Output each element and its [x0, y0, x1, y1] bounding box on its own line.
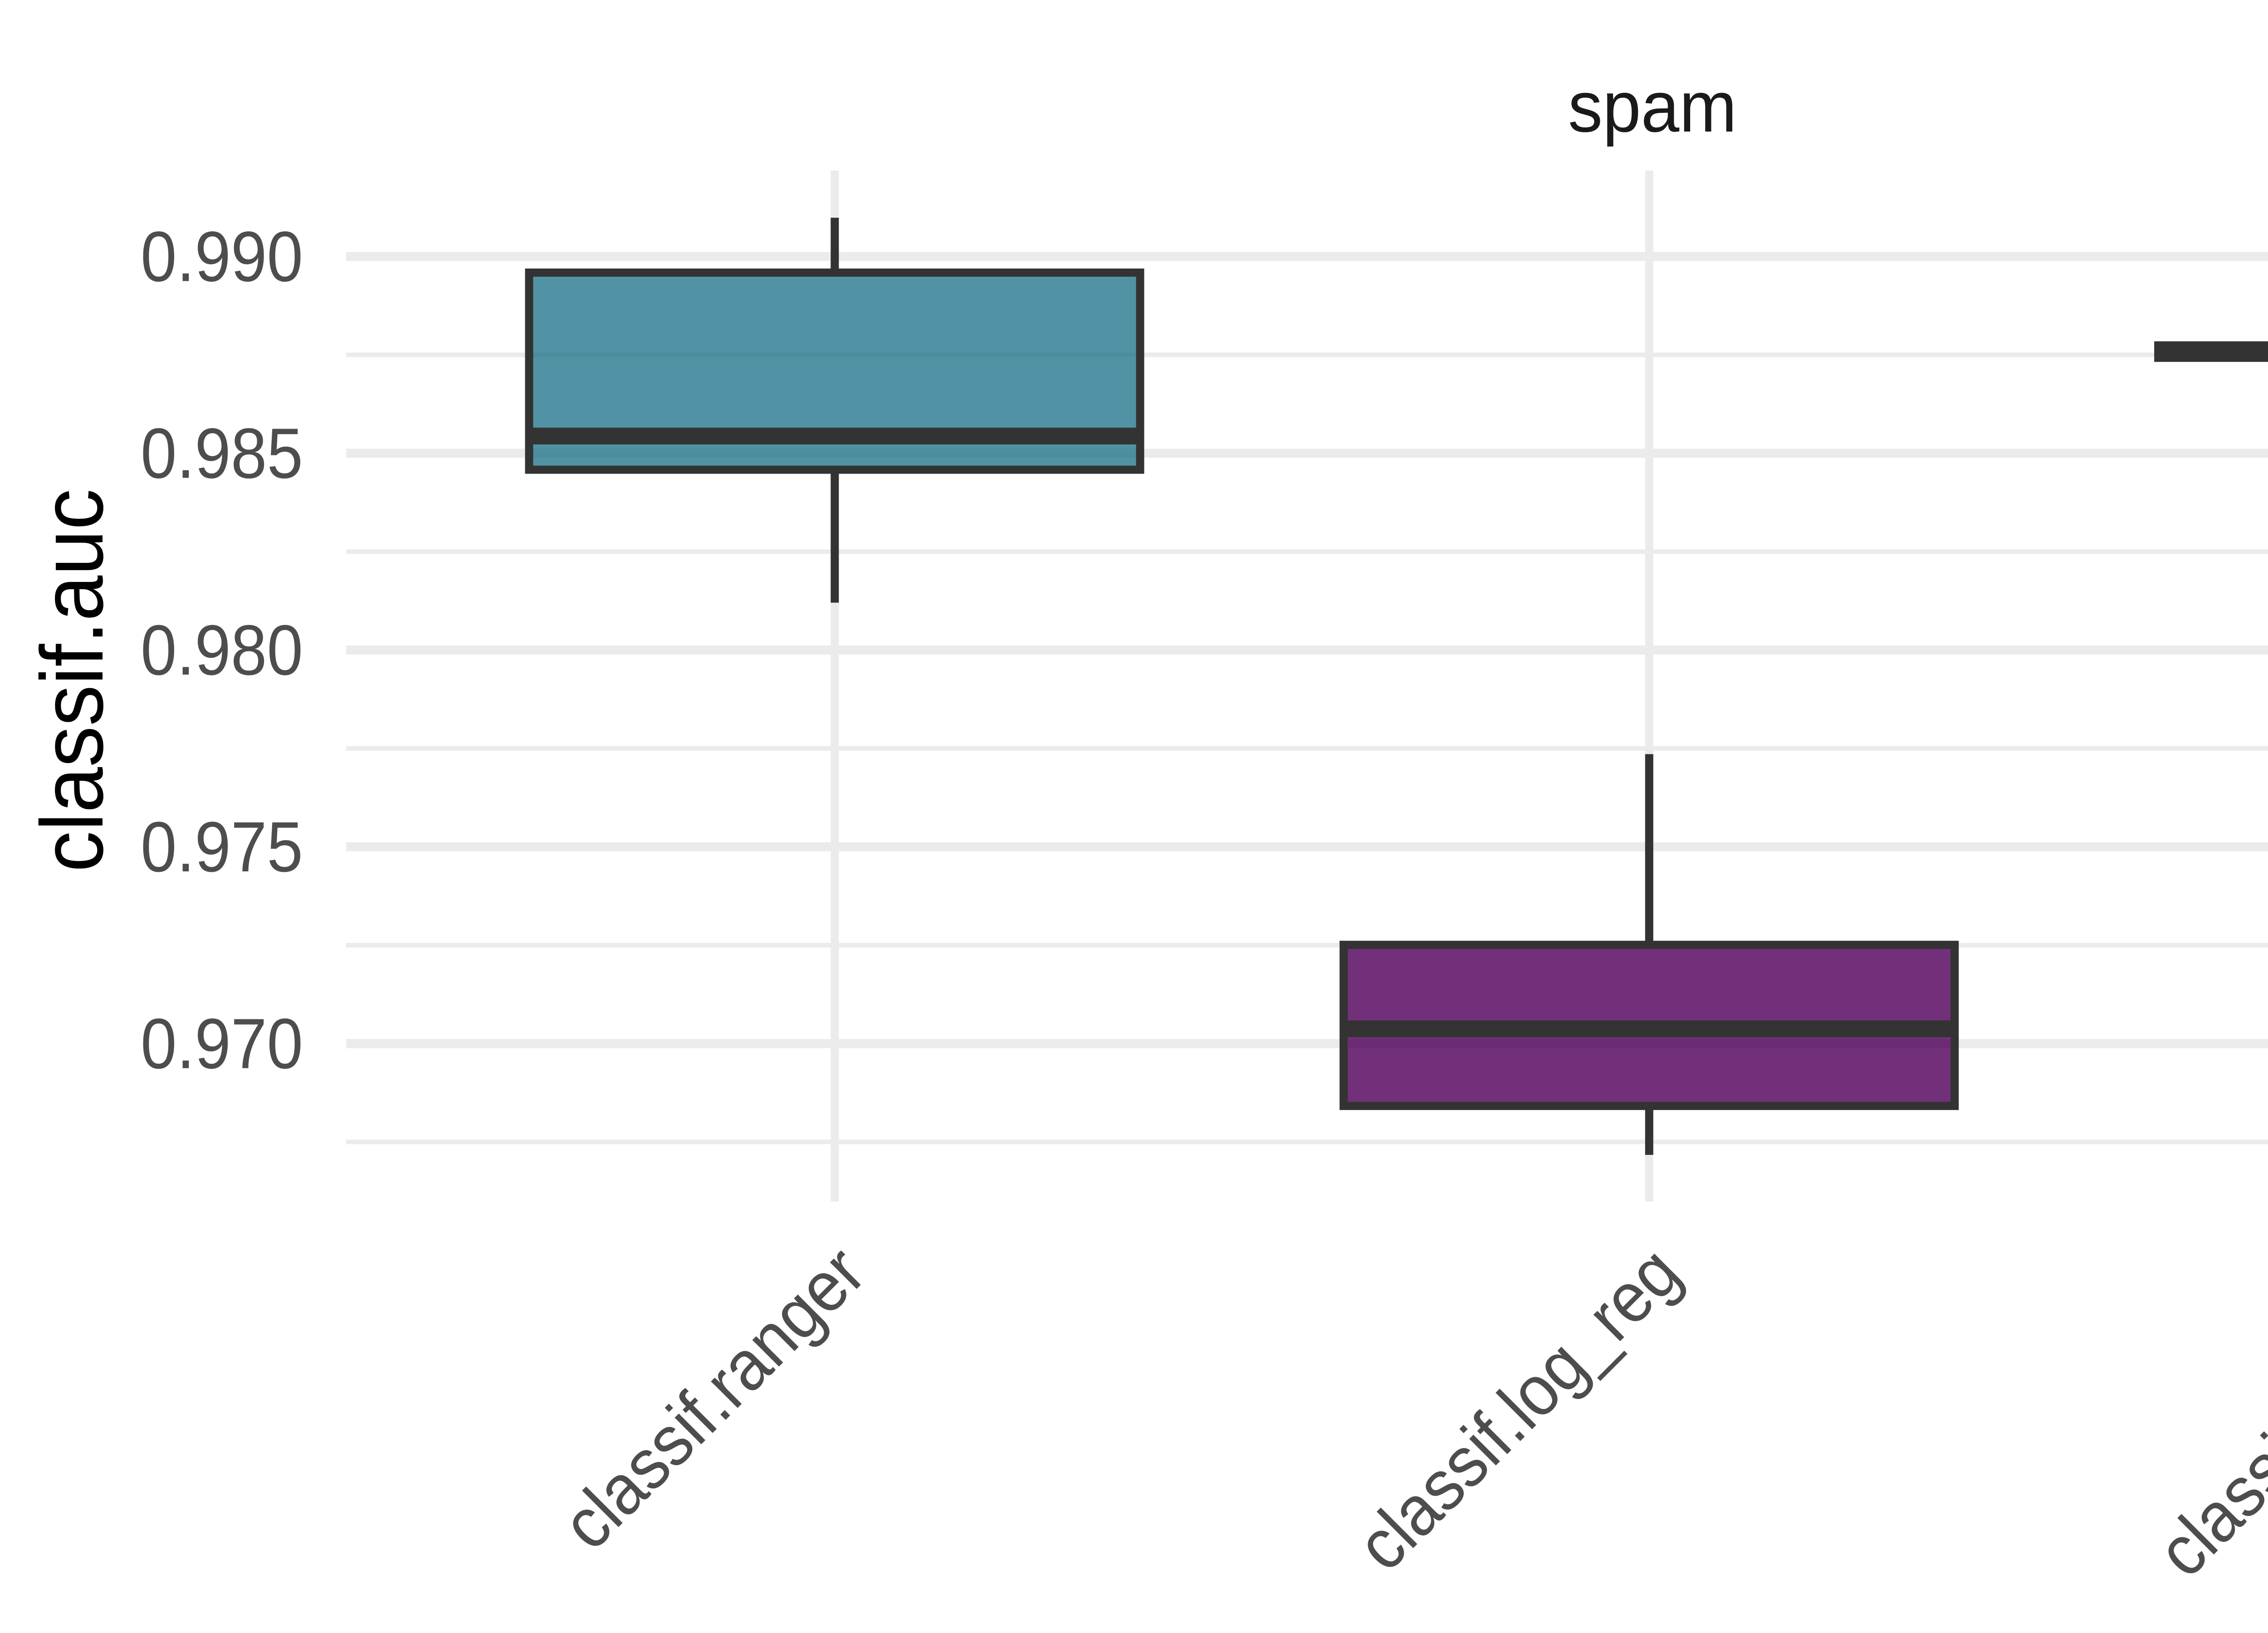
svg-text:0.990: 0.990	[141, 217, 303, 297]
svg-text:classif.auc: classif.auc	[23, 489, 122, 872]
svg-text:spam: spam	[1568, 66, 1737, 147]
svg-text:0.970: 0.970	[141, 1004, 303, 1084]
svg-text:0.980: 0.980	[141, 611, 303, 690]
svg-text:0.985: 0.985	[141, 414, 303, 493]
svg-text:0.975: 0.975	[141, 807, 303, 887]
